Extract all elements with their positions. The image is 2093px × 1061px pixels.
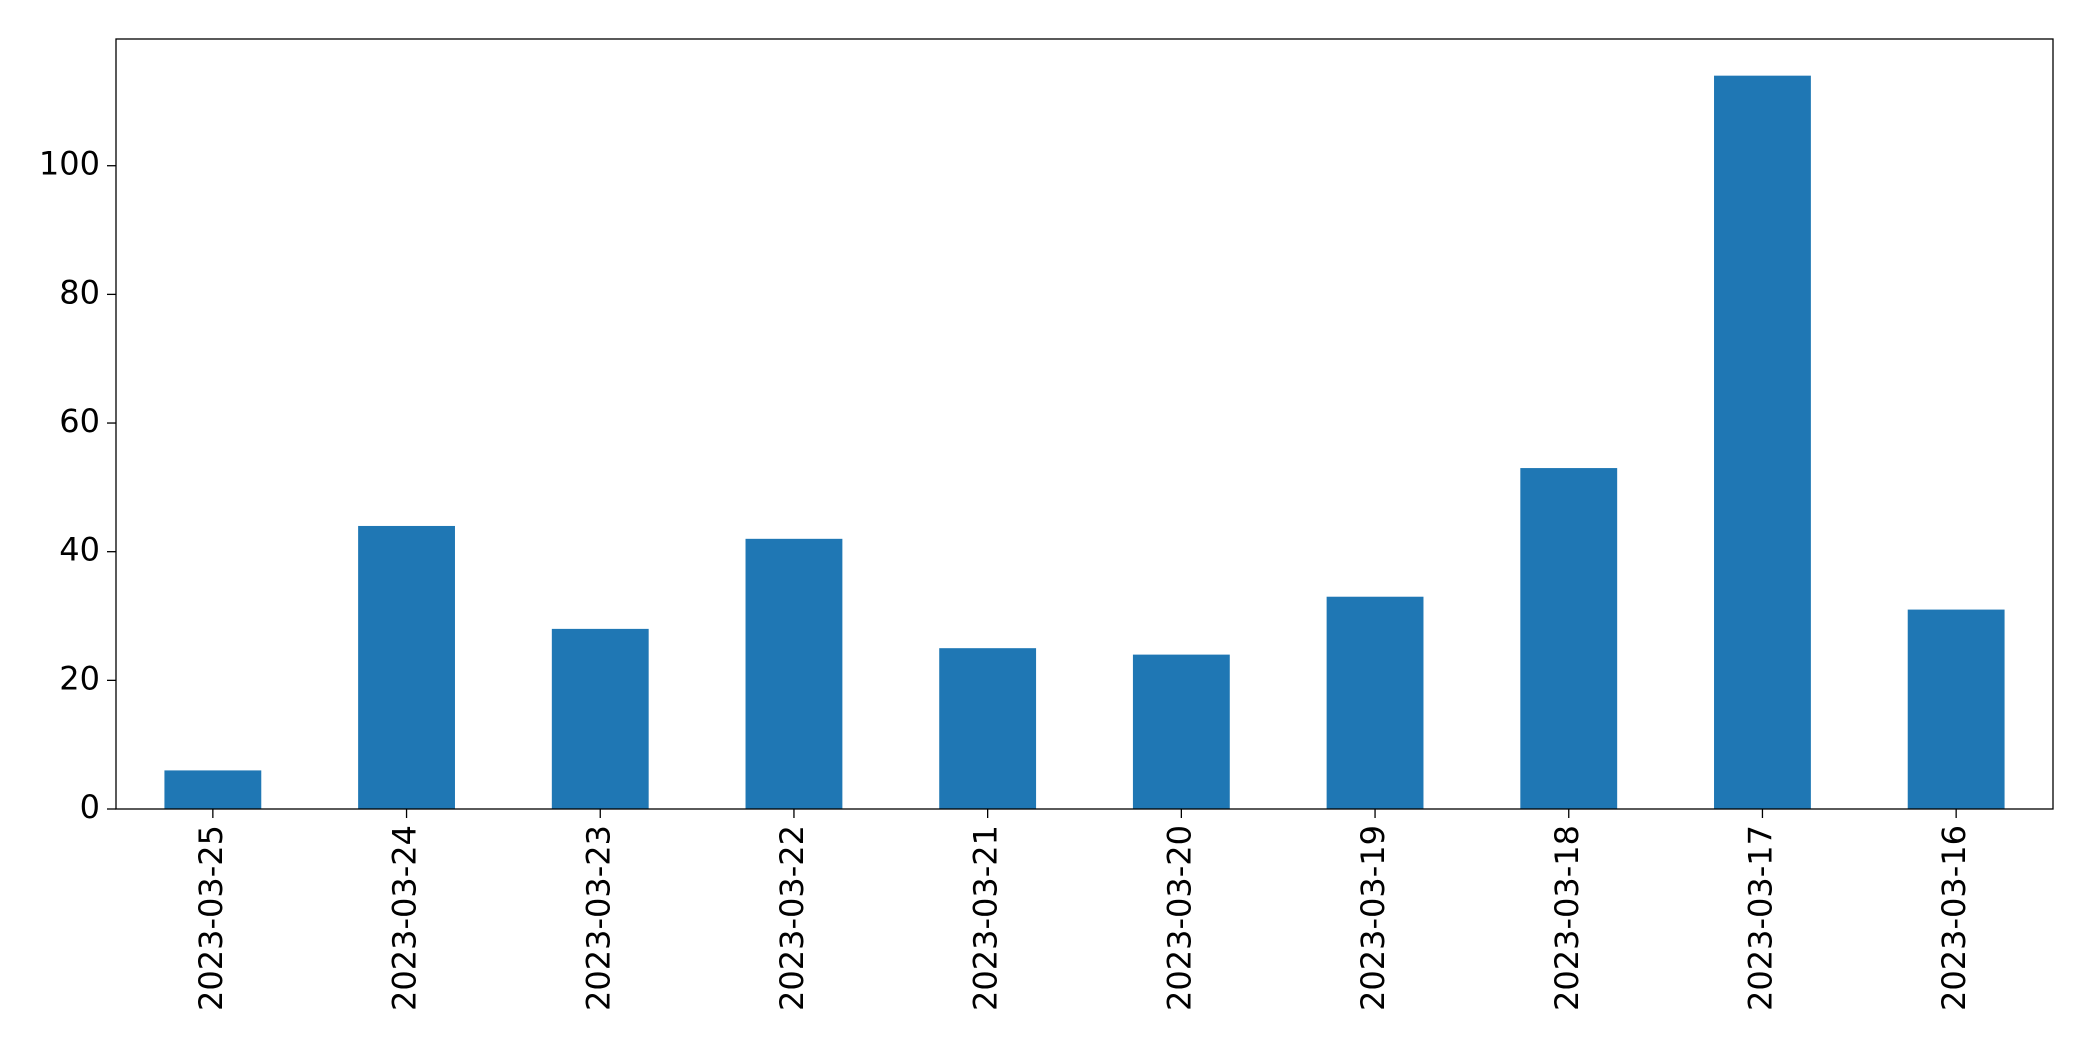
- x-tick-label: 2023-03-19: [1354, 825, 1392, 1011]
- bar: [1326, 596, 1424, 809]
- y-tick-label: 40: [59, 531, 100, 569]
- y-tick-label: 100: [39, 145, 100, 183]
- x-tick-label: 2023-03-17: [1741, 825, 1779, 1011]
- x-tick-label: 2023-03-24: [386, 825, 424, 1011]
- bar: [939, 648, 1037, 809]
- x-tick-label: 2023-03-18: [1548, 825, 1586, 1011]
- y-tick-label: 60: [59, 402, 100, 440]
- x-tick-label: 2023-03-16: [1935, 825, 1973, 1011]
- bar: [1132, 654, 1230, 809]
- plot-frame: [115, 38, 2054, 810]
- bar: [164, 770, 262, 809]
- bar: [1714, 75, 1811, 809]
- bar: [1907, 609, 2005, 809]
- x-tick-label: 2023-03-23: [579, 825, 617, 1011]
- x-tick-label: 2023-03-21: [967, 825, 1005, 1011]
- y-tick-label: 0: [80, 788, 100, 826]
- bar: [551, 628, 649, 809]
- bar: [745, 538, 843, 809]
- x-tick-label: 2023-03-20: [1160, 825, 1198, 1011]
- y-tick-label: 20: [59, 659, 100, 697]
- x-tick-label: 2023-03-22: [773, 825, 811, 1011]
- x-tick-label: 2023-03-25: [192, 825, 230, 1011]
- y-tick-label: 80: [59, 273, 100, 311]
- bar: [358, 525, 455, 809]
- bar: [1520, 468, 1618, 809]
